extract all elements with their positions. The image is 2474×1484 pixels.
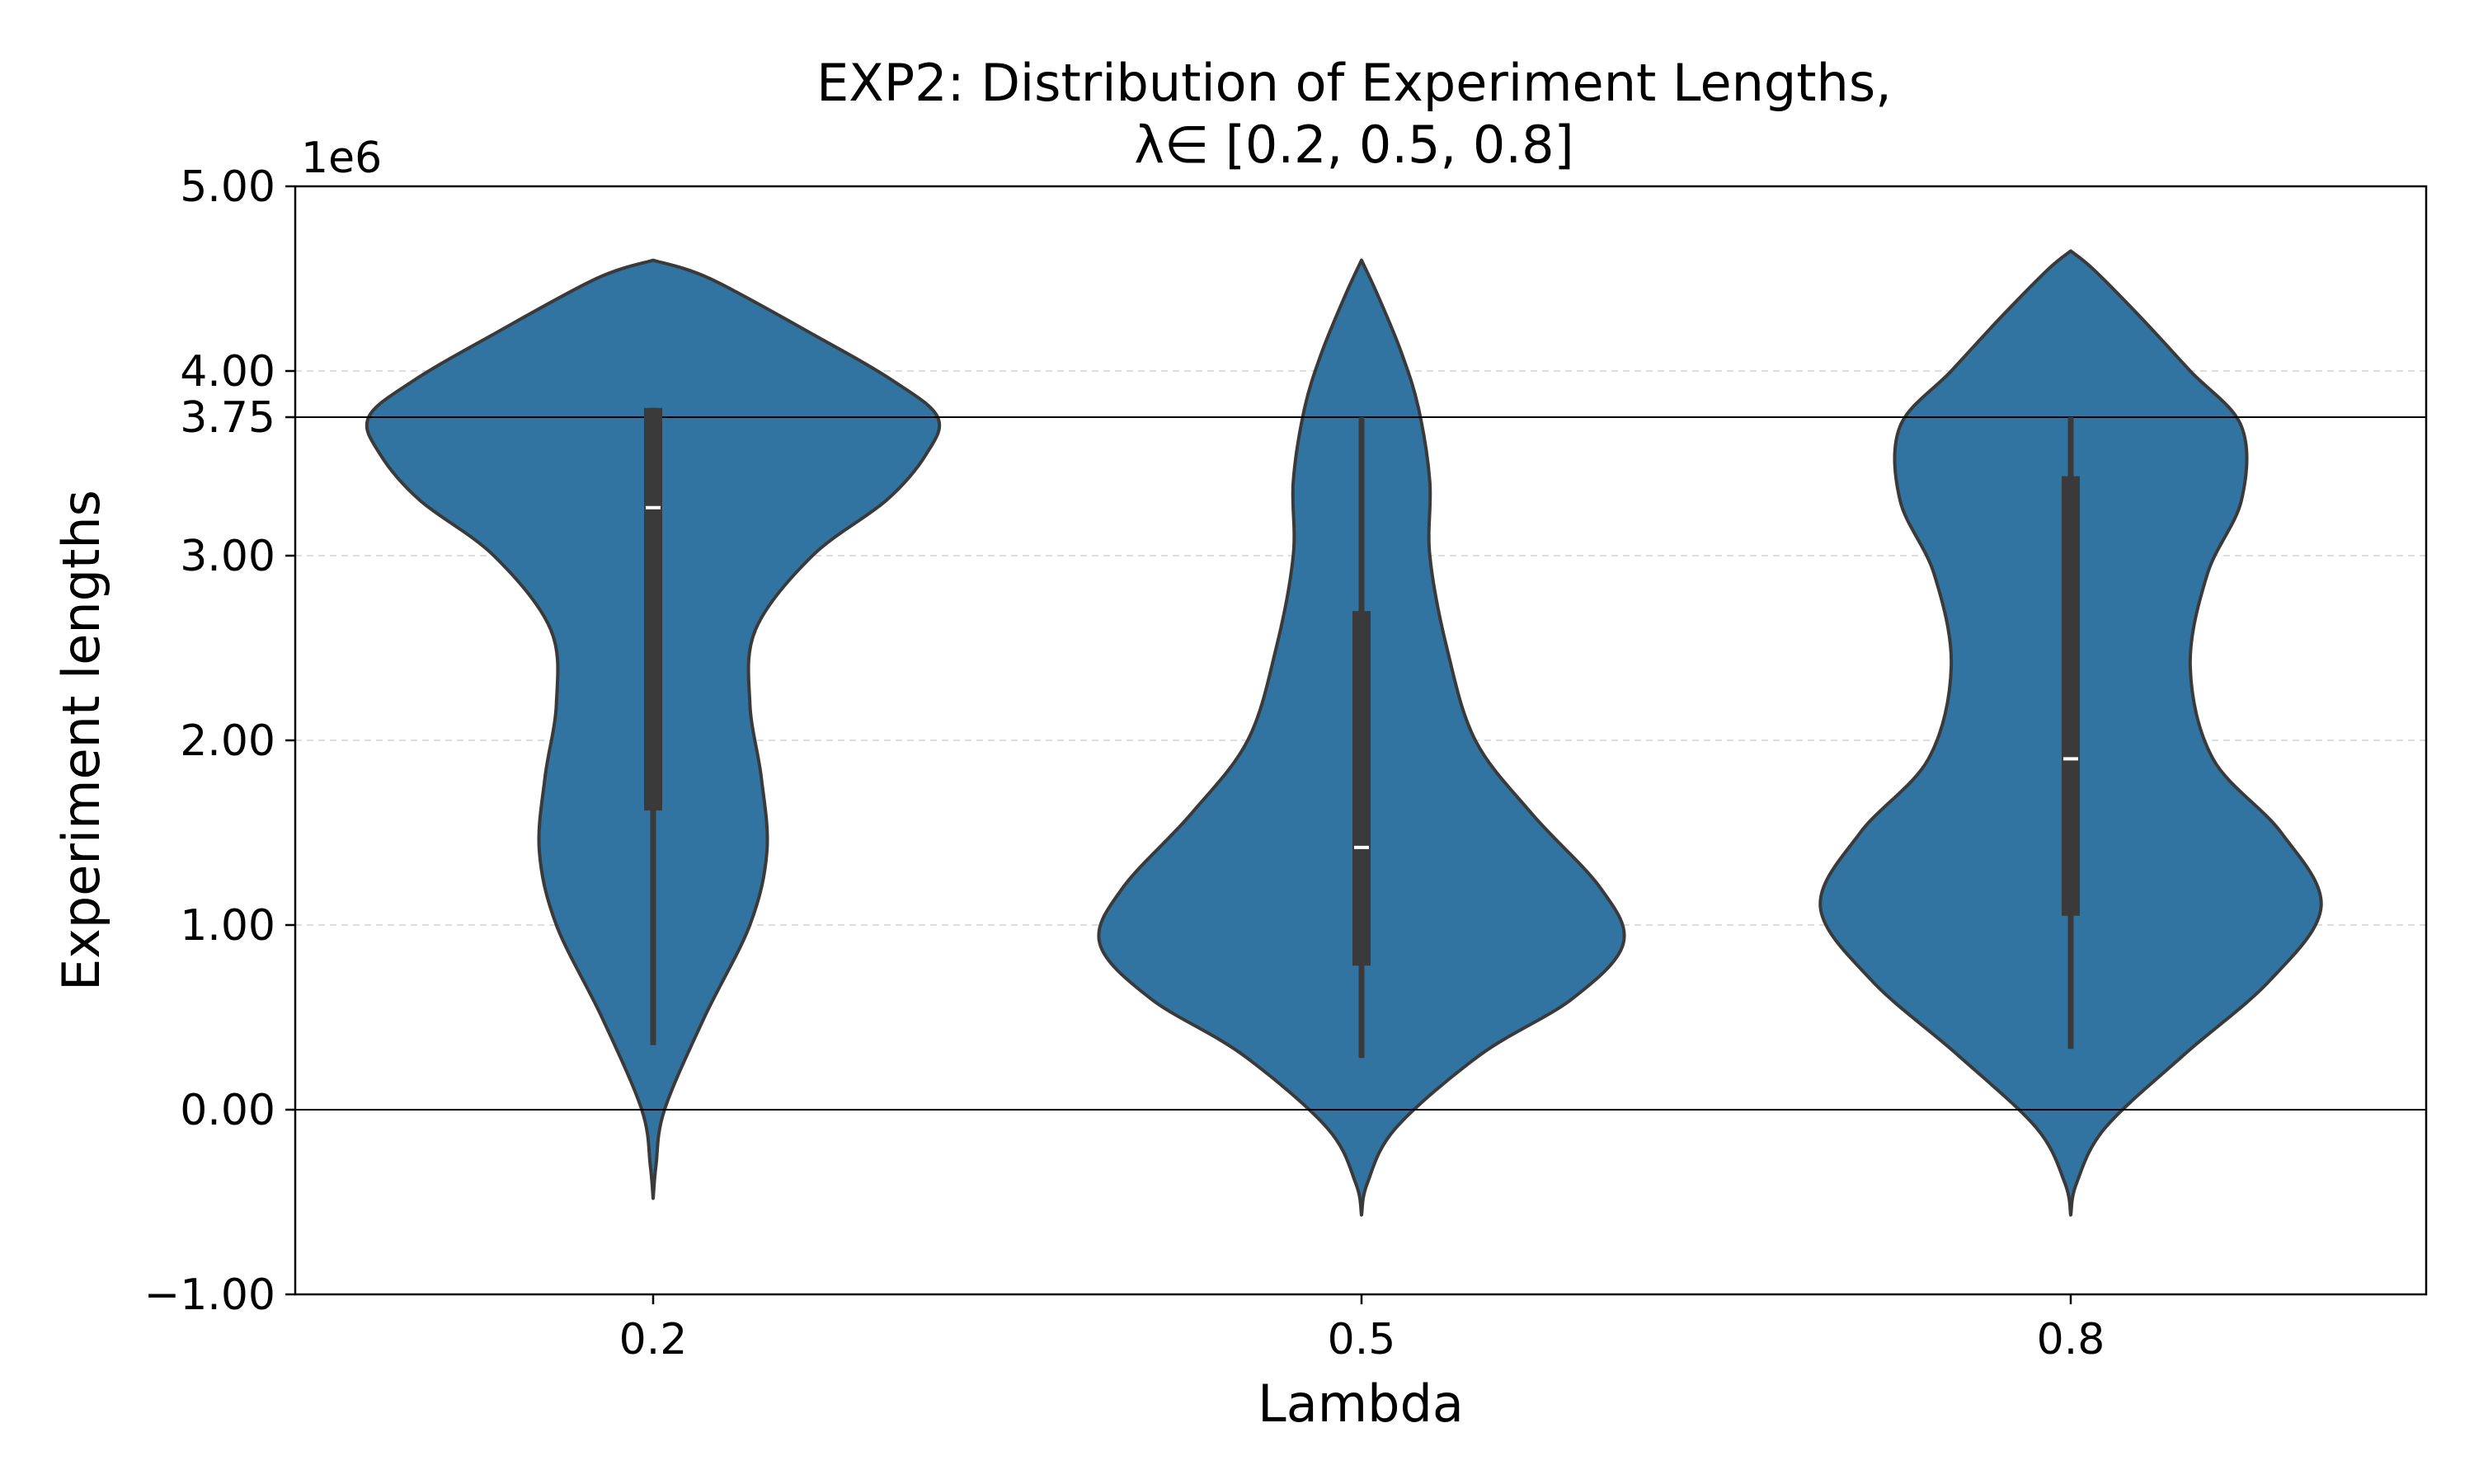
x-axis-label: Lambda [1258, 1374, 1464, 1434]
y-tick-label: −1.00 [144, 1270, 275, 1320]
y-tick-label: 4.00 [180, 347, 275, 397]
iqr-box-0.5 [1352, 611, 1371, 966]
y-offset-label: 1e6 [301, 134, 382, 183]
chart-subtitle: λ∈ [0.2, 0.5, 0.8] [1134, 115, 1573, 175]
y-tick-label: 3.00 [180, 532, 275, 581]
x-tick-label: 0.2 [619, 1315, 688, 1364]
y-axis-label: Experiment lengths [51, 490, 111, 991]
x-axis-ticks: 0.2 0.5 0.8 [619, 1294, 2105, 1364]
y-tick-label: 2.00 [180, 716, 275, 766]
x-tick-label: 0.5 [1328, 1315, 1396, 1364]
y-axis-ticks: −1.00 0.00 1.00 2.00 3.00 3.754.00 5.00 [144, 162, 295, 1320]
iqr-box-0.2 [644, 407, 662, 811]
box-plots [644, 407, 2080, 1059]
y-tick-label: 5.00 [180, 162, 275, 212]
iqr-box-0.8 [2062, 476, 2080, 916]
chart-title: EXP2: Distribution of Experiment Lengths… [816, 53, 1892, 113]
x-tick-label: 0.8 [2037, 1315, 2105, 1364]
y-tick-label: 0.00 [180, 1086, 275, 1135]
y-tick-label: 3.75 [180, 393, 275, 443]
y-tick-label: 1.00 [180, 901, 275, 951]
